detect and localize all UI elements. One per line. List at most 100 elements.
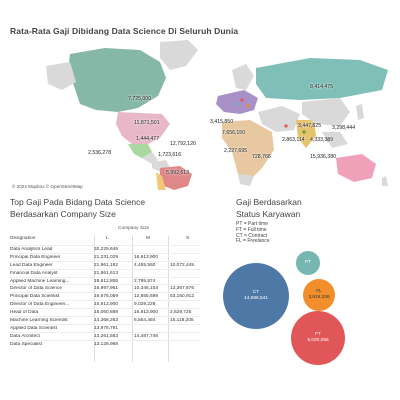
table-row[interactable]: Data Architect 13,261,583 14,487,746 [10, 331, 200, 340]
row-m-value: 9,029,229 [134, 302, 156, 308]
row-designation: Applied Machine Learning... [10, 278, 70, 284]
row-s-value: 2,629,725 [170, 310, 192, 316]
table-row[interactable]: Director of Data Engineeri... 15,913,900 9… [10, 300, 200, 308]
table-row[interactable]: Machine Learning Scientist 14,368,263 6,56… [10, 316, 200, 324]
south-africa-shape [238, 174, 254, 186]
table-row[interactable]: Director of Data Science 16,997,961 10,346… [10, 284, 200, 292]
map-label-eu1: 3,415,850 [210, 119, 234, 125]
map-label-hi: 2,536,278 [88, 150, 112, 156]
row-l-value: 21,861,613 [94, 270, 119, 276]
bubble-pt-label: PT [305, 260, 311, 266]
table-title-line2: Berdasarkan Company Size [10, 209, 116, 219]
table-row[interactable]: Data Specialist 13,128,968 [10, 339, 200, 348]
row-designation: Director of Data Science [10, 286, 62, 292]
map-label-se: 2,863,114 [282, 137, 305, 143]
table-row[interactable]: Lead Data Engineer 21,961,182 4,455,592 10,… [10, 260, 200, 269]
row-l-value: 16,997,961 [94, 286, 119, 292]
china-shape [302, 98, 350, 126]
row-l-value: 14,368,263 [94, 318, 119, 324]
legend-pt: PT = Part time [236, 221, 269, 227]
brazil-shape [160, 166, 192, 190]
table-row[interactable]: Applied Data Scientist 13,976,791 [10, 323, 200, 332]
world-salary-map[interactable]: 7,725,000 11,871,501 8,414,475 1,444,477… [10, 40, 395, 190]
legend-ct: CT = Contract [236, 232, 268, 239]
row-m-value: 16,913,900 [134, 254, 159, 260]
table-row[interactable]: Financial Data Analyst 21,861,613 [10, 268, 200, 277]
bubble-ct[interactable] [223, 263, 289, 329]
col-s-header[interactable]: S [186, 236, 190, 241]
bubble-ct-code: CT [252, 290, 260, 295]
mexico-shape [128, 144, 152, 158]
row-designation: Data Architect [10, 333, 40, 339]
chile-shape [156, 172, 166, 190]
row-s-value: 13,367,676 [170, 286, 195, 292]
status-title-line2: Status Karyawan [236, 209, 301, 219]
alaska-shape [46, 62, 76, 90]
table-section-title: Top Gaji Pada Bidang Data Science Berdas… [10, 196, 145, 220]
scandinavia-shape [232, 64, 254, 90]
row-m-value: 14,487,746 [134, 333, 159, 339]
bubble-fl-code: FL [316, 289, 322, 294]
row-l-value: 16,675,059 [94, 294, 119, 300]
table-row[interactable]: Data Analytics Lead 32,225,646 [10, 245, 200, 253]
africa-shape [222, 120, 274, 180]
row-designation: Principal Data Engineer [10, 254, 61, 260]
row-designation: Principal Data Scientist [10, 294, 60, 300]
row-designation: Lead Data Engineer [10, 262, 53, 268]
world-map-svg [10, 40, 395, 190]
map-pin [246, 104, 250, 108]
company-size-header: Company Size [118, 226, 150, 231]
map-label-br: 1,723,616 [158, 152, 182, 158]
table-row[interactable]: Head of Data 15,060,889 16,913,900 2,629,72… [10, 308, 200, 316]
europe-shape [216, 90, 258, 114]
col-l-header[interactable]: L [106, 236, 109, 241]
map-pin [326, 138, 330, 142]
new-zealand-shape [382, 176, 388, 186]
row-m-value: 16,913,900 [134, 310, 159, 316]
canada-shape [68, 48, 166, 112]
table-row[interactable]: Principal Data Engineer 21,231,029 16,913,… [10, 252, 200, 261]
col-m-header[interactable]: M [146, 236, 150, 241]
col-designation-header[interactable]: Designation [10, 236, 36, 241]
column-divider [168, 236, 169, 362]
map-attribution[interactable]: © 2022 Mapbox © OpenStreetMap [12, 184, 83, 189]
bubble-ct-value: 14,686,541 [243, 296, 269, 301]
map-label-ca: 7,725,000 [128, 96, 152, 102]
map-label-co: 12,792,120 [170, 141, 196, 147]
map-label-sea: 4,333,389 [310, 137, 334, 143]
bubble-pt[interactable] [296, 251, 320, 275]
row-designation: Director of Data Engineeri... [10, 302, 70, 308]
table-row[interactable]: Principal Data Scientist 16,675,059 12,855… [10, 292, 200, 300]
bubble-fl[interactable] [303, 279, 335, 311]
row-l-value: 13,128,968 [94, 341, 119, 347]
map-label-ru: 8,414,475 [310, 84, 334, 90]
map-pin [284, 124, 288, 128]
table-row[interactable]: Applied Machine Learning... 19,812,806 2,7… [10, 276, 200, 285]
bubble-fl-label: FL 3,819,336 [308, 289, 329, 301]
bubble-pt-code: PT [304, 260, 312, 265]
row-l-value: 19,812,806 [94, 278, 119, 284]
map-pin [240, 98, 244, 102]
map-pin [234, 102, 238, 106]
map-label-jp: 3,298,444 [332, 125, 356, 131]
row-l-value: 21,961,182 [94, 262, 119, 268]
row-l-value: 32,225,646 [94, 247, 119, 252]
salary-table[interactable]: Company Size Designation L M S Data Anal… [10, 226, 200, 362]
usa-shape [116, 112, 170, 144]
row-l-value: 13,976,791 [94, 325, 119, 331]
australia-shape [336, 154, 376, 182]
row-m-value: 12,855,699 [134, 294, 159, 300]
middle-east-shape [258, 106, 300, 132]
row-designation: Data Analytics Lead [10, 247, 53, 252]
bubble-ft-code: FT [315, 332, 321, 337]
map-label-af: 2,227,695 [224, 148, 248, 154]
row-s-value: 53,150,912 [170, 294, 195, 300]
japan-shape [356, 104, 364, 120]
table-header-row: Designation L M S [10, 236, 200, 244]
map-label-us: 11,871,501 [134, 120, 160, 126]
status-bubble-chart[interactable]: CT 14,686,541 FT 9,020,056 FL 3,819,336 … [222, 240, 352, 375]
bubble-ft[interactable] [291, 311, 345, 365]
central-america-shape [142, 152, 158, 164]
row-s-value: 15,118,205 [170, 318, 194, 324]
row-s-value: 10,072,445 [170, 262, 195, 268]
